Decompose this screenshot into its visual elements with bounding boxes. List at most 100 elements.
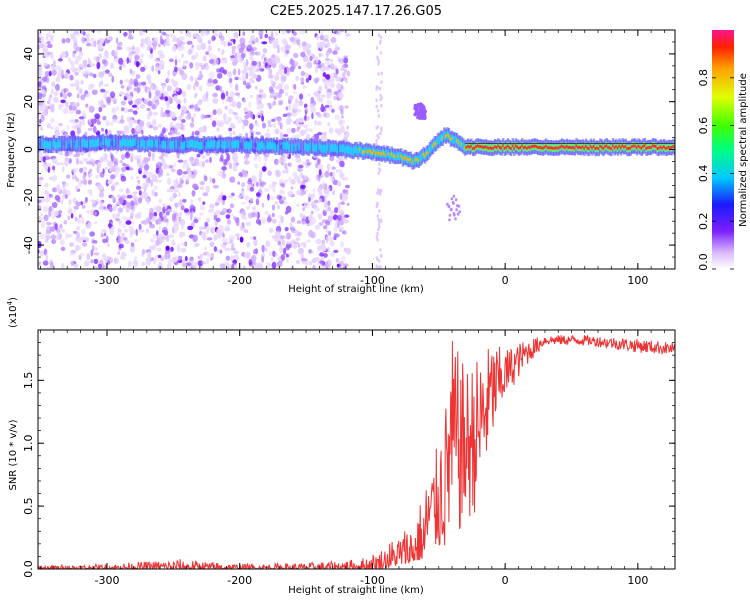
heatmap-cell bbox=[561, 144, 563, 148]
heatmap-cell bbox=[420, 107, 424, 111]
heatmap-cell bbox=[331, 143, 334, 152]
heatmap-cell bbox=[173, 179, 177, 184]
heatmap-cell bbox=[232, 215, 236, 220]
heatmap-cell bbox=[448, 218, 451, 222]
heatmap-cell bbox=[130, 246, 136, 253]
heatmap-cell bbox=[275, 31, 278, 36]
heatmap-cell bbox=[59, 223, 63, 229]
heatmap-cell bbox=[340, 255, 346, 262]
heatmap-cell bbox=[238, 133, 243, 137]
heatmap-cell bbox=[378, 167, 381, 171]
heatmap-cell bbox=[607, 145, 610, 149]
heatmap-cell bbox=[88, 83, 95, 88]
heatmap-cell bbox=[118, 188, 124, 193]
heatmap-cell bbox=[281, 196, 285, 201]
heatmap-cell bbox=[475, 145, 477, 149]
heatmap-cell bbox=[341, 65, 345, 69]
heatmap-cell bbox=[324, 84, 328, 90]
heatmap-cell bbox=[51, 165, 56, 171]
heatmap-cell bbox=[333, 249, 339, 253]
heatmap-cell bbox=[216, 108, 223, 115]
heatmap-cell bbox=[284, 91, 289, 97]
heatmap-cell bbox=[207, 45, 212, 52]
heatmap-cell bbox=[240, 138, 244, 154]
heatmap-cell bbox=[61, 38, 66, 44]
heatmap-cell bbox=[265, 262, 272, 268]
heatmap-cell bbox=[222, 241, 228, 246]
heatmap-cell bbox=[142, 30, 147, 33]
heatmap-cell bbox=[271, 218, 277, 224]
heatmap-cell bbox=[168, 95, 172, 103]
heatmap-cell bbox=[130, 176, 134, 180]
heatmap-cell bbox=[339, 192, 343, 201]
heatmap-cell bbox=[87, 150, 91, 158]
heatmap-cell bbox=[221, 166, 227, 171]
heatmap-cell bbox=[444, 134, 447, 138]
heatmap-cell bbox=[131, 139, 134, 148]
heatmap-cell bbox=[196, 153, 201, 158]
heatmap-cell bbox=[338, 169, 343, 174]
heatmap-cell bbox=[379, 218, 382, 223]
heatmap-cell bbox=[112, 205, 118, 209]
heatmap-cell bbox=[339, 144, 342, 152]
heatmap-cell bbox=[311, 112, 314, 120]
heatmap-cell bbox=[304, 114, 307, 122]
heatmap-cell bbox=[86, 42, 91, 47]
heatmap-cell bbox=[74, 79, 80, 87]
heatmap-cell bbox=[409, 157, 412, 161]
heatmap-cell bbox=[226, 219, 231, 225]
heatmap-cell bbox=[205, 159, 209, 163]
heatmap-cell bbox=[150, 179, 153, 187]
heatmap-cell bbox=[205, 141, 209, 149]
heatmap-cell bbox=[341, 125, 345, 131]
heatmap-cell bbox=[100, 127, 105, 132]
heatmap-cell bbox=[243, 49, 248, 54]
heatmap-cell bbox=[129, 152, 135, 158]
heatmap-cell bbox=[192, 261, 198, 269]
heatmap-cell bbox=[186, 84, 192, 91]
heatmap-cell bbox=[199, 181, 205, 186]
heatmap-cell bbox=[193, 242, 198, 248]
heatmap-cell bbox=[302, 46, 308, 50]
heatmap-cell bbox=[259, 142, 263, 151]
heatmap-cell bbox=[224, 140, 228, 149]
heatmap-cell bbox=[420, 113, 424, 118]
heatmap-cell bbox=[204, 246, 207, 250]
heatmap-cell bbox=[82, 31, 86, 36]
heatmap-cell bbox=[267, 120, 271, 125]
heatmap-cell bbox=[172, 45, 177, 52]
heatmap-cell bbox=[53, 96, 58, 103]
heatmap-cell bbox=[51, 81, 56, 88]
heatmap-cell bbox=[254, 163, 259, 169]
heatmap-cell bbox=[130, 156, 134, 163]
heatmap-cell bbox=[118, 30, 122, 34]
heatmap-cell bbox=[105, 120, 110, 127]
heatmap-cell bbox=[430, 143, 433, 152]
heatmap-cell bbox=[275, 160, 279, 165]
heatmap-cell bbox=[413, 103, 417, 108]
heatmap-cell bbox=[230, 83, 233, 88]
heatmap-cell bbox=[108, 138, 112, 147]
heatmap-cell bbox=[181, 231, 186, 237]
heatmap-cell bbox=[229, 122, 235, 128]
heatmap-cell bbox=[135, 60, 140, 68]
heatmap-cell bbox=[83, 138, 86, 147]
heatmap-cell bbox=[209, 141, 212, 149]
heatmap-cell bbox=[345, 79, 348, 84]
heatmap-cell bbox=[224, 120, 230, 125]
heatmap-cell bbox=[478, 145, 481, 148]
heatmap-cell bbox=[78, 124, 83, 128]
heatmap-cell bbox=[138, 229, 144, 233]
heatmap-cell bbox=[95, 139, 99, 148]
heatmap-cell bbox=[298, 100, 304, 107]
heatmap-cell bbox=[538, 146, 541, 149]
heatmap-cell bbox=[323, 203, 329, 209]
heatmap-cell bbox=[96, 30, 102, 33]
heatmap-cell bbox=[157, 70, 161, 75]
heatmap-cell bbox=[228, 127, 233, 132]
heatmap-cell bbox=[241, 215, 247, 221]
heatmap-cell bbox=[99, 191, 104, 198]
heatmap-cell bbox=[78, 160, 83, 165]
heatmap-cell bbox=[408, 158, 411, 162]
heatmap-cell bbox=[102, 157, 109, 163]
